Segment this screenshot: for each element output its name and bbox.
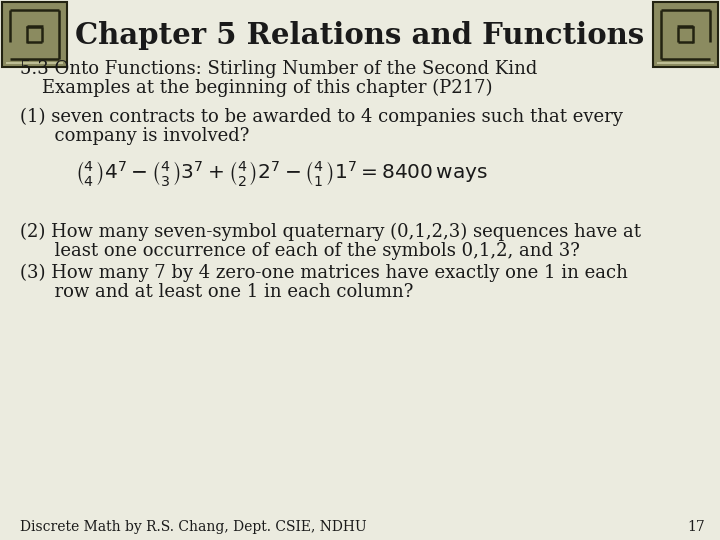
Text: (2) How many seven-symbol quaternary (0,1,2,3) sequences have at: (2) How many seven-symbol quaternary (0,…	[20, 223, 641, 241]
Text: (3) How many 7 by 4 zero-one matrices have exactly one 1 in each: (3) How many 7 by 4 zero-one matrices ha…	[20, 264, 628, 282]
Text: row and at least one 1 in each column?: row and at least one 1 in each column?	[20, 283, 413, 301]
Bar	[653, 2, 718, 67]
Text: 17: 17	[688, 520, 705, 534]
Text: least one occurrence of each of the symbols 0,1,2, and 3?: least one occurrence of each of the symb…	[20, 242, 580, 260]
Text: Discrete Math by R.S. Chang, Dept. CSIE, NDHU: Discrete Math by R.S. Chang, Dept. CSIE,…	[20, 520, 366, 534]
Text: Examples at the beginning of this chapter (P217): Examples at the beginning of this chapte…	[42, 79, 492, 97]
Bar	[2, 2, 67, 67]
Text: 5.3 Onto Functions: Stirling Number of the Second Kind: 5.3 Onto Functions: Stirling Number of t…	[20, 60, 537, 78]
Text: $\binom{4}{4}4^7 - \binom{4}{3}3^7 + \binom{4}{2}2^7 - \binom{4}{1}1^7 = 8400\,\: $\binom{4}{4}4^7 - \binom{4}{3}3^7 + \bi…	[75, 159, 488, 189]
Text: company is involved?: company is involved?	[20, 127, 249, 145]
Text: Chapter 5 Relations and Functions: Chapter 5 Relations and Functions	[76, 21, 644, 50]
Text: (1) seven contracts to be awarded to 4 companies such that every: (1) seven contracts to be awarded to 4 c…	[20, 108, 623, 126]
